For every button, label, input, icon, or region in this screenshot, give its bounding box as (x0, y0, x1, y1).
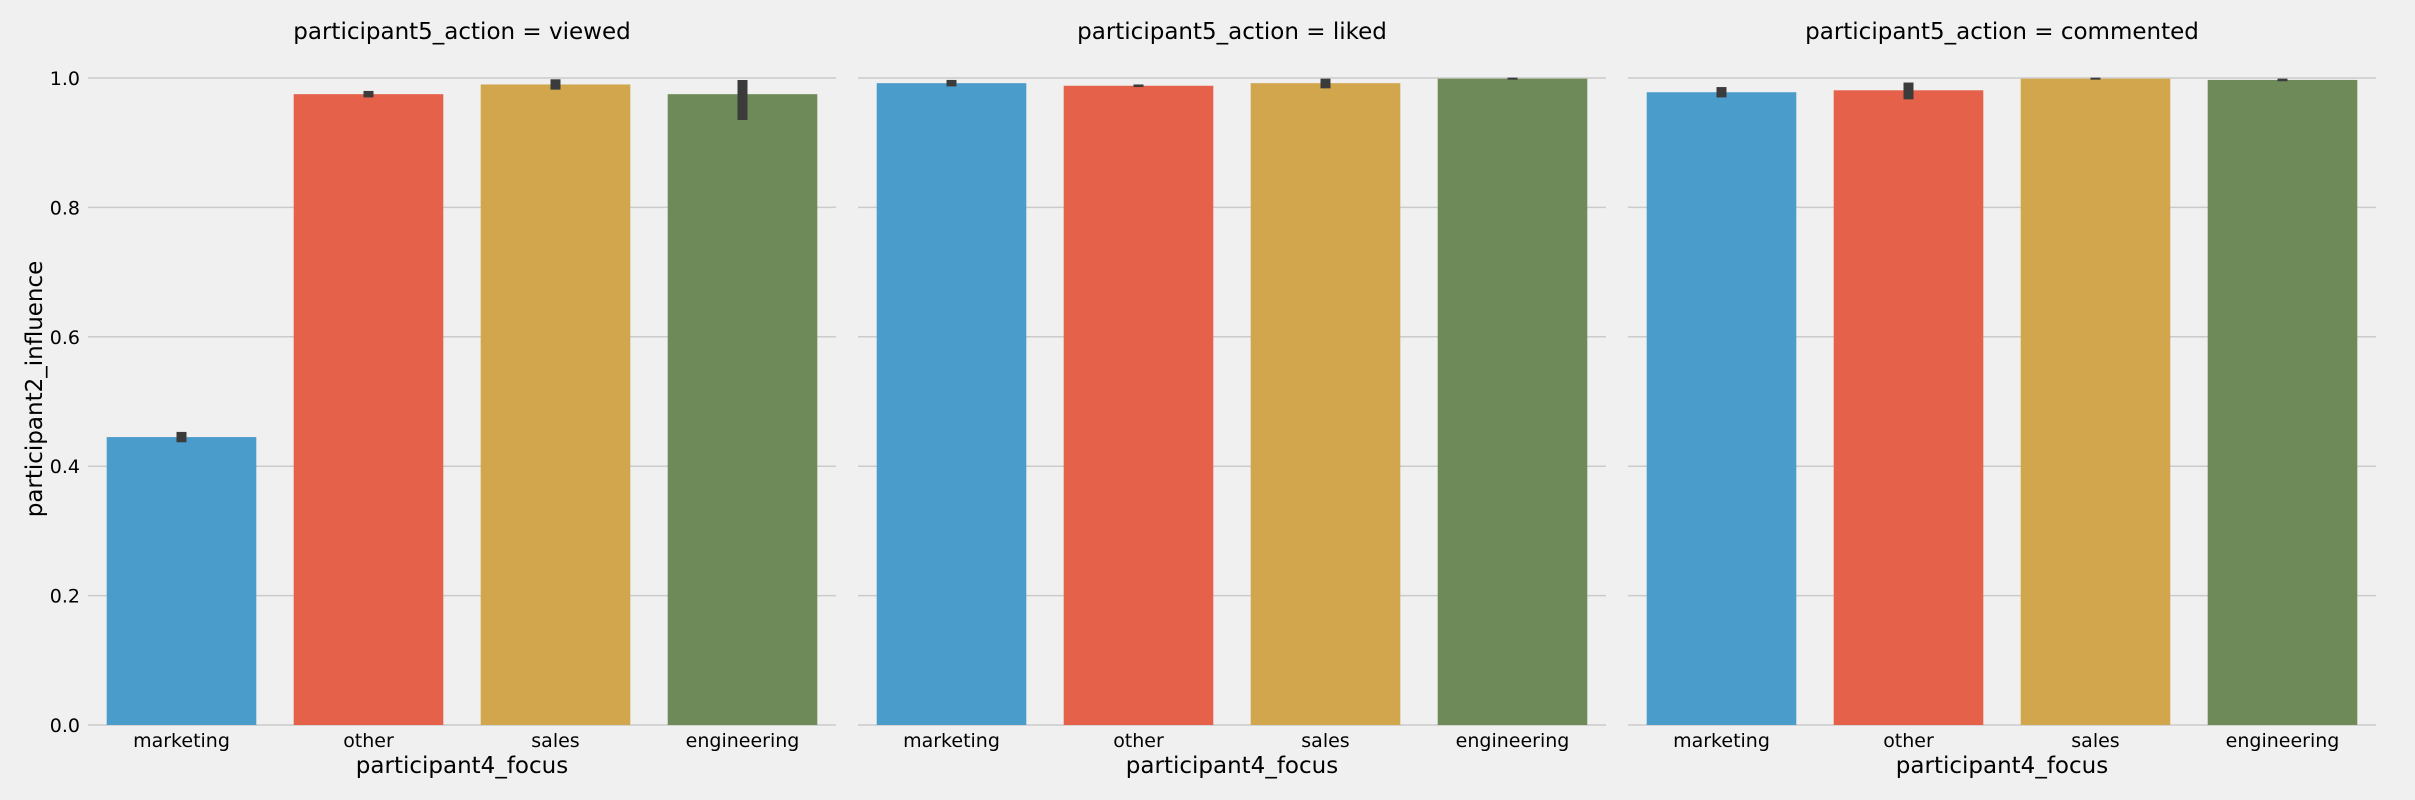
bar-sales (480, 84, 631, 726)
bar-engineering (667, 94, 818, 726)
bar-other (293, 94, 444, 726)
bar-sales (1250, 83, 1401, 725)
x-tick-label: marketing (903, 730, 1000, 752)
y-tick-label: 0.6 (50, 327, 80, 349)
y-tick-label: 0.4 (50, 456, 80, 478)
x-tick-label: marketing (1673, 730, 1770, 752)
x-axis-label: participant4_focus (1126, 753, 1338, 779)
x-tick-label: other (343, 730, 394, 752)
x-axis-label: participant4_focus (356, 753, 568, 779)
facet-panel-1: participant5_action = liked marketing othe… (858, 19, 1606, 779)
facet-panel-0: participant5_action = viewed marketing oth… (88, 19, 836, 779)
bar-marketing (1646, 92, 1797, 725)
x-tick-label: sales (531, 730, 579, 752)
bar-engineering (2207, 79, 2358, 726)
bar-engineering (1437, 78, 1588, 726)
x-tick-label: sales (2071, 730, 2119, 752)
y-tick-label: 1.0 (50, 68, 80, 90)
facet-title: participant5_action = viewed (293, 19, 630, 45)
bar-other (1063, 85, 1214, 726)
x-tick-label: sales (1301, 730, 1349, 752)
facet-title: participant5_action = liked (1077, 19, 1387, 45)
x-tick-label: engineering (2226, 730, 2340, 752)
x-tick-label: engineering (686, 730, 800, 752)
y-tick-label: 0.2 (50, 586, 80, 608)
facet-panel-2: participant5_action = commented marketing… (1628, 19, 2376, 779)
x-tick-label: other (1883, 730, 1934, 752)
bar-marketing (106, 437, 257, 725)
y-axis-label: participant2_influence (22, 261, 48, 518)
x-tick-label: marketing (133, 730, 230, 752)
facet-title: participant5_action = commented (1805, 19, 2199, 45)
x-tick-label: engineering (1456, 730, 1570, 752)
bar-marketing (876, 83, 1027, 725)
x-tick-label: other (1113, 730, 1164, 752)
bar-sales (2020, 78, 2171, 726)
y-tick-label: 0.0 (50, 715, 80, 737)
y-tick-label: 0.8 (50, 197, 80, 219)
x-axis-label: participant4_focus (1896, 753, 2108, 779)
bar-other (1833, 90, 1984, 726)
